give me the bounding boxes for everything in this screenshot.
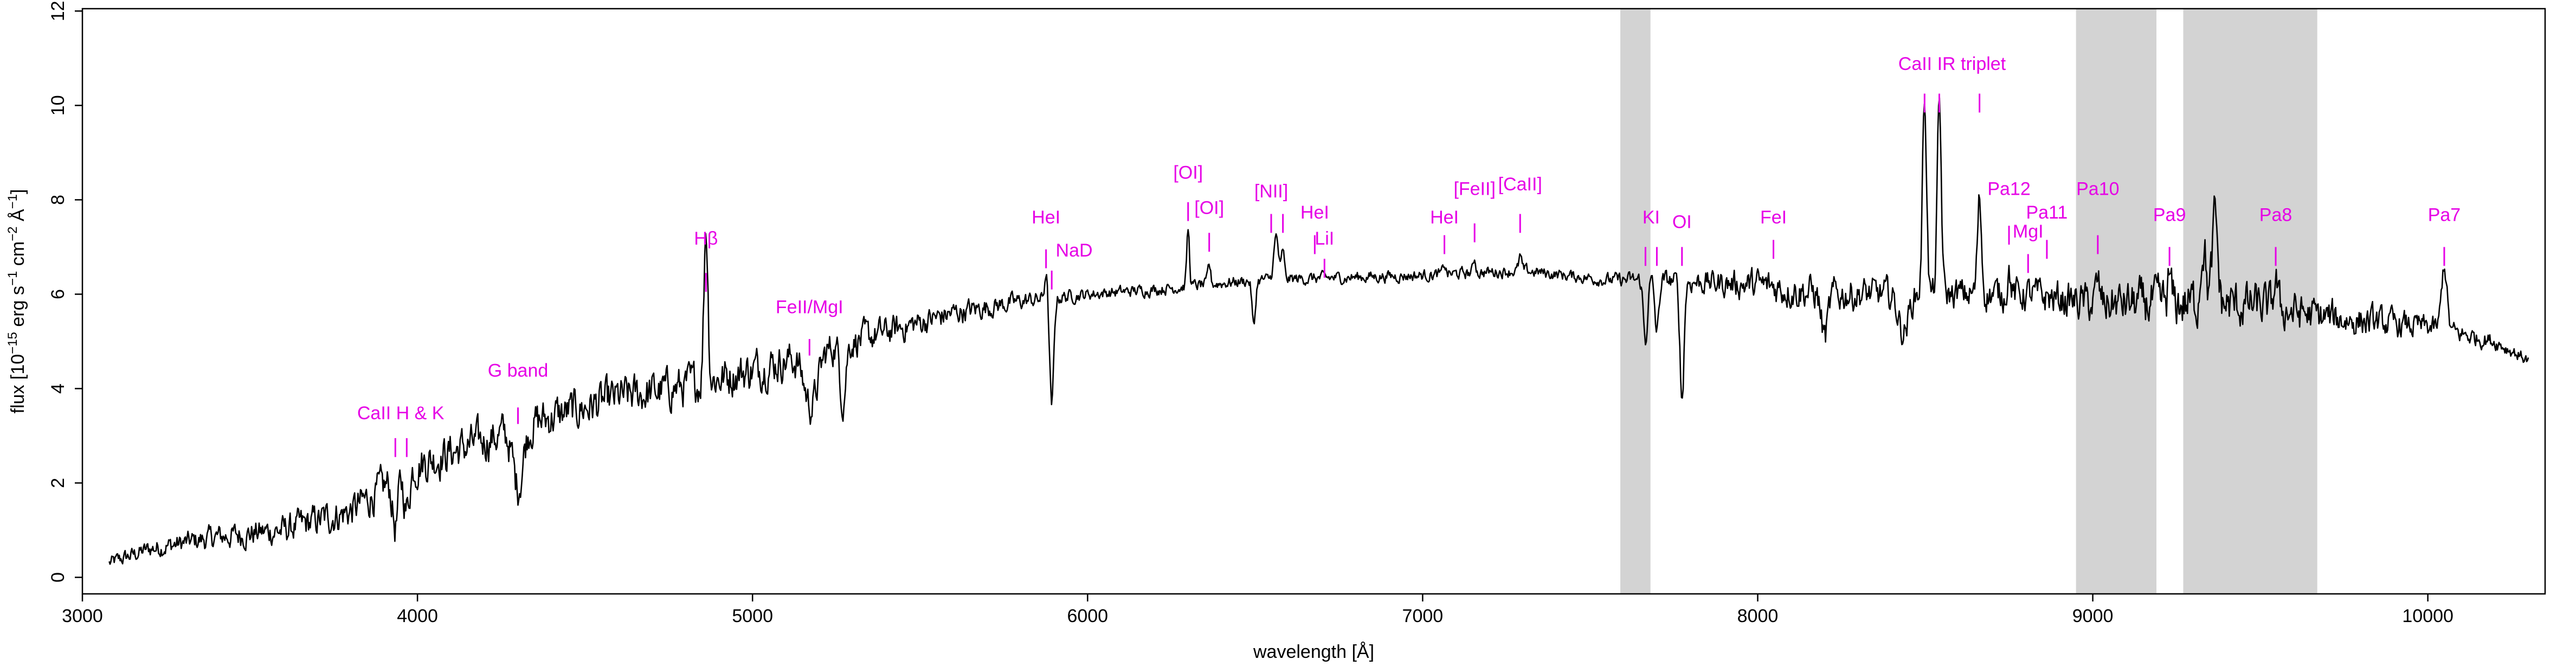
line-label: Pa12 bbox=[1987, 179, 2030, 200]
line-label: HeI bbox=[1032, 207, 1060, 228]
x-axis: 3000 4000 5000 6000 7000 8000 9000 10000 bbox=[62, 594, 2453, 626]
line-label: Hβ bbox=[694, 228, 718, 249]
y-tick-label: 10 bbox=[48, 95, 68, 116]
y-axis-title: flux [10−15 erg s−1 cm−2 Å−1] bbox=[5, 189, 29, 414]
line-label: [CaII] bbox=[1498, 174, 1542, 195]
line-label: CaII IR triplet bbox=[1898, 54, 2006, 74]
x-tick-label: 9000 bbox=[2072, 606, 2114, 626]
line-label: [NII] bbox=[1254, 181, 1288, 202]
y-tick-label: 8 bbox=[48, 195, 68, 205]
y-axis-title-exponent: −15 bbox=[5, 332, 20, 354]
line-label: MgI bbox=[2013, 221, 2044, 242]
line-label: G band bbox=[488, 361, 549, 381]
line-label: CaII H & K bbox=[357, 403, 445, 424]
x-tick-label: 4000 bbox=[397, 606, 438, 626]
y-axis-title-exponent: −2 bbox=[5, 227, 20, 241]
line-label: LiI bbox=[1315, 228, 1334, 249]
line-label: HeI bbox=[1430, 207, 1459, 228]
line-label: [OI] bbox=[1194, 198, 1224, 219]
line-annotations: CaII H & K G band Hβ FeII/MgI HeI NaD [OI] [OI]… bbox=[357, 54, 2461, 457]
x-axis-title: wavelength [Å] bbox=[1253, 642, 1374, 662]
line-label: Pa7 bbox=[2428, 205, 2461, 226]
line-label: Pa10 bbox=[2076, 179, 2119, 200]
telluric-band bbox=[1620, 9, 1651, 594]
y-tick-label: 12 bbox=[48, 1, 68, 21]
x-tick-label: 5000 bbox=[732, 606, 773, 626]
line-label: FeII/MgI bbox=[776, 297, 843, 317]
line-label: OI bbox=[1672, 212, 1692, 233]
line-label: FeI bbox=[1760, 207, 1787, 228]
line-label: KI bbox=[1643, 207, 1660, 228]
y-axis-title-part: erg s bbox=[8, 286, 28, 332]
y-axis-title-part: cm bbox=[8, 241, 28, 271]
x-tick-label: 3000 bbox=[62, 606, 103, 626]
y-tick-label: 6 bbox=[48, 289, 68, 299]
spectrum-line bbox=[108, 97, 2529, 565]
line-label: HeI bbox=[1300, 202, 1329, 223]
line-label: [OI] bbox=[1173, 162, 1203, 183]
y-axis-title-part: Å bbox=[8, 209, 28, 226]
x-tick-label: 7000 bbox=[1402, 606, 1444, 626]
telluric-bands bbox=[1620, 9, 2317, 594]
y-axis: 0 2 4 6 8 10 12 bbox=[48, 1, 82, 582]
y-tick-label: 4 bbox=[48, 383, 68, 394]
line-label: Pa11 bbox=[2026, 202, 2068, 223]
x-tick-label: 8000 bbox=[1737, 606, 1779, 626]
y-tick-label: 0 bbox=[48, 572, 68, 582]
line-label: Pa9 bbox=[2153, 205, 2186, 226]
spectrum-series bbox=[108, 97, 2529, 565]
line-label: NaD bbox=[1056, 240, 1093, 261]
y-axis-title-part: ] bbox=[8, 189, 28, 194]
y-axis-title-part: flux [10 bbox=[8, 354, 28, 414]
y-tick-label: 2 bbox=[48, 478, 68, 488]
y-axis-title-exponent: −1 bbox=[5, 271, 20, 286]
plot-frame bbox=[81, 8, 2546, 595]
line-label: Pa8 bbox=[2259, 205, 2292, 226]
x-tick-label: 10000 bbox=[2402, 606, 2453, 626]
y-axis-title-exponent: −1 bbox=[5, 194, 20, 209]
x-tick-label: 6000 bbox=[1067, 606, 1108, 626]
line-label: [FeII] bbox=[1453, 179, 1495, 200]
